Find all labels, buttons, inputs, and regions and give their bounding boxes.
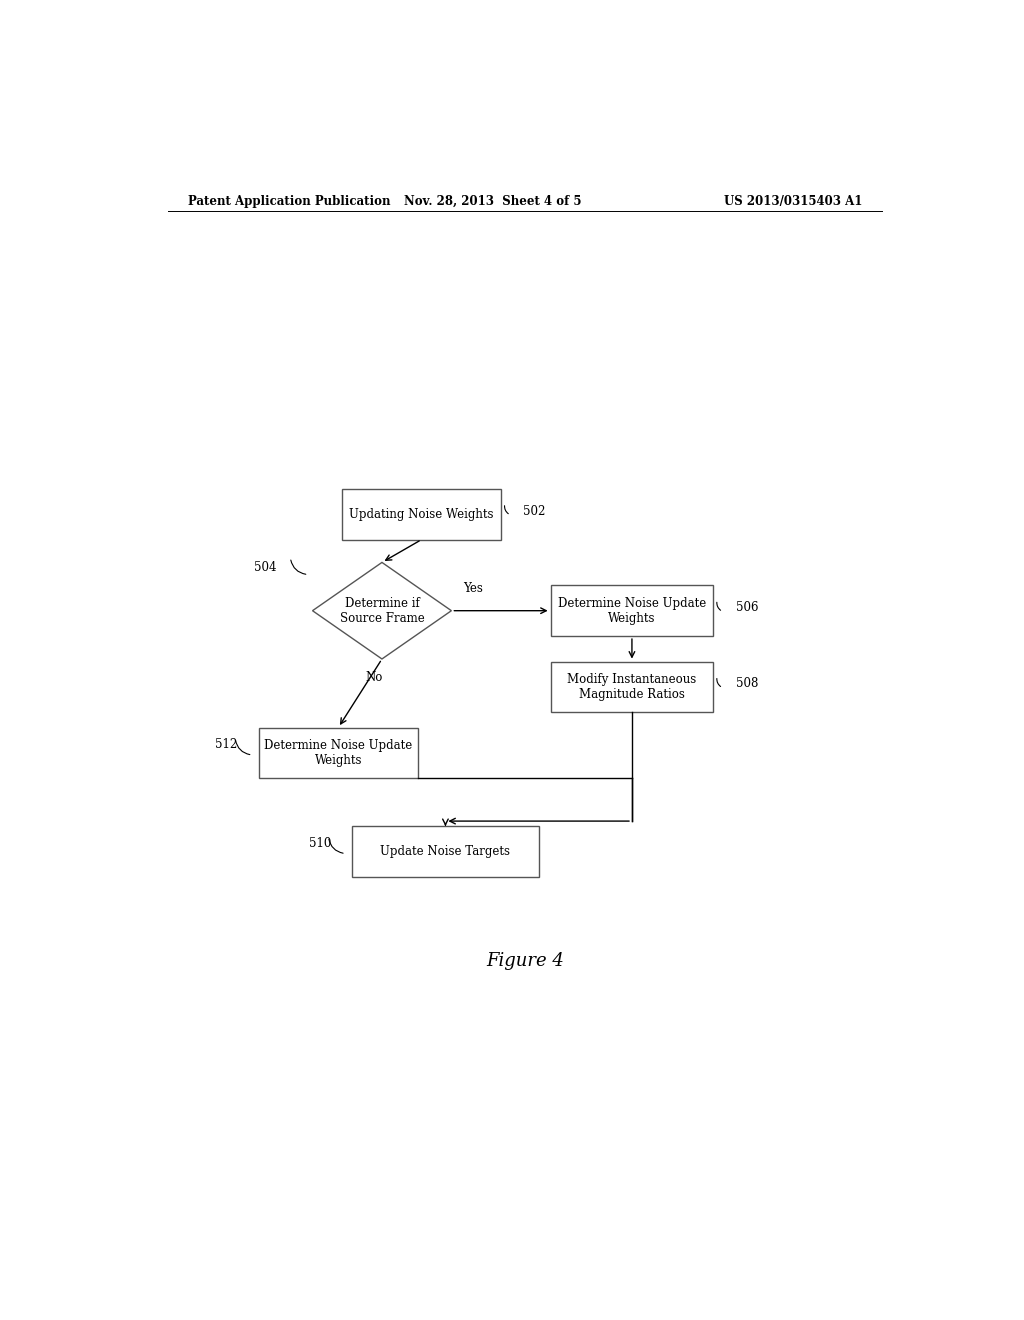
Bar xyxy=(352,826,539,876)
Text: Updating Noise Weights: Updating Noise Weights xyxy=(349,508,494,520)
Bar xyxy=(259,727,418,779)
Text: 508: 508 xyxy=(735,677,758,690)
Bar xyxy=(342,488,501,540)
Text: 502: 502 xyxy=(523,504,546,517)
Text: Figure 4: Figure 4 xyxy=(485,952,564,970)
Text: 512: 512 xyxy=(215,738,238,751)
Text: Yes: Yes xyxy=(463,582,483,595)
Text: No: No xyxy=(366,671,383,684)
Bar xyxy=(551,585,714,636)
Text: US 2013/0315403 A1: US 2013/0315403 A1 xyxy=(724,194,862,207)
Bar xyxy=(551,661,714,713)
Polygon shape xyxy=(312,562,452,659)
Text: Determine Noise Update
Weights: Determine Noise Update Weights xyxy=(558,597,707,624)
Text: Nov. 28, 2013  Sheet 4 of 5: Nov. 28, 2013 Sheet 4 of 5 xyxy=(404,194,582,207)
Text: Determine Noise Update
Weights: Determine Noise Update Weights xyxy=(264,739,413,767)
Text: Update Noise Targets: Update Noise Targets xyxy=(381,845,510,858)
Text: 506: 506 xyxy=(735,601,758,614)
Text: 504: 504 xyxy=(254,561,276,574)
Text: 510: 510 xyxy=(308,837,331,850)
Text: Patent Application Publication: Patent Application Publication xyxy=(187,194,390,207)
Text: Determine if
Source Frame: Determine if Source Frame xyxy=(340,597,424,624)
Text: Modify Instantaneous
Magnitude Ratios: Modify Instantaneous Magnitude Ratios xyxy=(567,673,696,701)
